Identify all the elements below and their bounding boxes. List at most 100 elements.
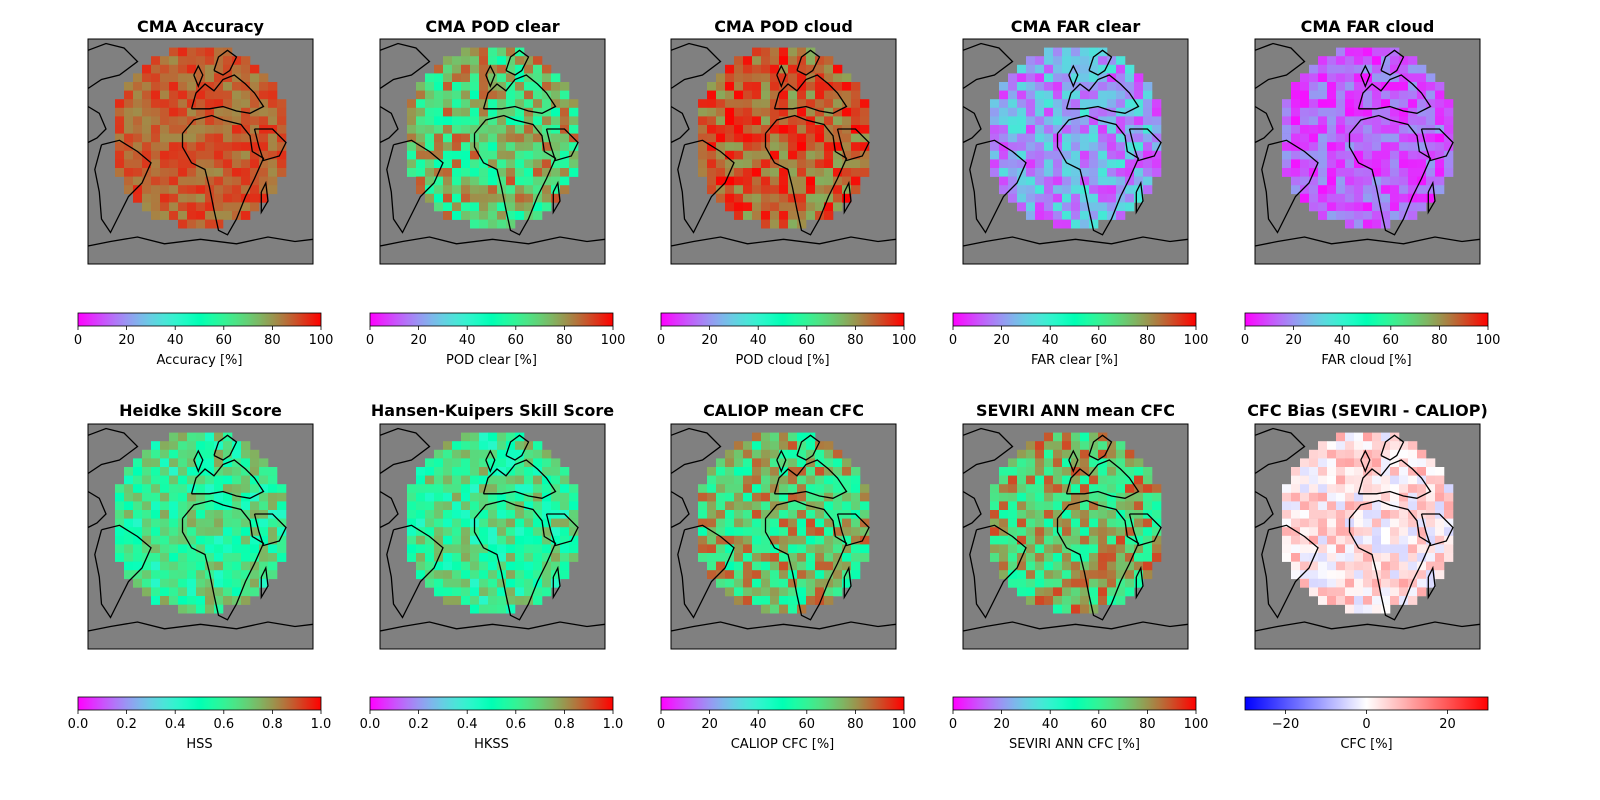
heatmap-cell (1363, 475, 1373, 485)
heatmap-cell (506, 535, 516, 545)
heatmap-cell (232, 578, 242, 588)
heatmap-cell (1116, 211, 1126, 220)
heatmap-cell (1291, 107, 1301, 117)
heatmap-cell (479, 535, 489, 545)
heatmap-cell (160, 99, 170, 109)
heatmap-cell (124, 510, 134, 519)
heatmap-cell (434, 159, 444, 169)
heatmap-cell (1116, 587, 1126, 597)
heatmap-cell (698, 133, 708, 143)
heatmap-cell (259, 458, 269, 468)
heatmap-cell (851, 484, 861, 494)
heatmap-cell (1080, 107, 1090, 117)
heatmap-cell (1408, 150, 1418, 160)
heatmap-cell (223, 467, 233, 476)
heatmap-cell (1309, 107, 1319, 117)
heatmap-cell (999, 99, 1009, 109)
heatmap-cell (142, 570, 152, 580)
heatmap-cell (1309, 82, 1319, 91)
heatmap-cell (214, 73, 224, 83)
heatmap-cell (506, 587, 516, 597)
heatmap-cell (151, 578, 161, 588)
heatmap-cell (752, 82, 762, 91)
heatmap-cell (506, 578, 516, 588)
heatmap-cell (160, 176, 170, 186)
heatmap-cell (770, 193, 780, 203)
heatmap-cell (425, 553, 435, 562)
heatmap-cell (1381, 604, 1391, 614)
heatmap-cell (1408, 202, 1418, 212)
heatmap-cell (1354, 150, 1364, 160)
heatmap-cell (214, 484, 224, 494)
heatmap-cell (1354, 432, 1364, 442)
heatmap-cell (1035, 193, 1045, 203)
heatmap-cell (815, 211, 825, 220)
heatmap-cell (223, 150, 233, 160)
heatmap-cell (815, 570, 825, 580)
heatmap-cell (1125, 168, 1135, 177)
heatmap-cell (569, 544, 579, 554)
coastline (1254, 236, 1481, 247)
heatmap-cell (1089, 133, 1099, 143)
coastline (379, 427, 431, 475)
coastline (505, 49, 530, 76)
heatmap-cell (416, 133, 426, 143)
heatmap-cell (551, 527, 561, 537)
heatmap-cell (1399, 527, 1409, 537)
heatmap-cell (1080, 47, 1090, 57)
heatmap-cell (743, 527, 753, 537)
heatmap-cell (1399, 176, 1409, 186)
tick-label: 20 (701, 717, 718, 732)
map-frame (962, 423, 1189, 650)
heatmap-cell (1390, 133, 1400, 143)
heatmap-cell (169, 441, 179, 451)
heatmap-cell (1354, 596, 1364, 605)
heatmap-cell (1044, 150, 1054, 160)
heatmap-cell (851, 518, 861, 528)
heatmap-cell (407, 159, 417, 169)
heatmap-cell (1354, 73, 1364, 83)
heatmap-cell (187, 467, 197, 476)
heatmap-cell (479, 578, 489, 588)
heatmap-cell (1417, 553, 1427, 562)
heatmap-cell (1318, 202, 1328, 212)
heatmap-cells (1282, 432, 1454, 614)
heatmap-cell (806, 142, 816, 152)
heatmap-cell (223, 133, 233, 143)
heatmap-cell (214, 570, 224, 580)
heatmap-cell (824, 449, 834, 459)
heatmap-cell (1080, 553, 1090, 562)
heatmap-cell (569, 125, 579, 134)
heatmap-cell (1152, 150, 1162, 160)
heatmap-cell (151, 561, 161, 571)
heatmap-cell (743, 90, 753, 100)
heatmap-cell (124, 570, 134, 580)
heatmap-cell (196, 202, 206, 212)
heatmap-cell (133, 125, 143, 134)
heatmap-cell (115, 553, 125, 562)
heatmap-cell (1309, 458, 1319, 468)
heatmap-cell (1318, 518, 1328, 528)
heatmap-cell (1300, 116, 1310, 126)
heatmap-cell (1044, 578, 1054, 588)
heatmap-cell (1089, 570, 1099, 580)
coastline (1427, 180, 1436, 215)
heatmap-cell (1026, 56, 1036, 66)
panel-title: CMA Accuracy (137, 17, 265, 36)
heatmap-cell (1143, 570, 1153, 580)
heatmap-cell (407, 484, 417, 494)
heatmap-cell (542, 142, 552, 152)
heatmap-cell (806, 467, 816, 476)
heatmap-cell (533, 449, 543, 459)
heatmap-cell (1062, 176, 1072, 186)
heatmap-cell (205, 518, 215, 528)
heatmap-cell (124, 492, 134, 502)
heatmap-cell (815, 458, 825, 468)
heatmap-cell (1134, 475, 1144, 485)
heatmap-cell (434, 510, 444, 519)
heatmap-cell (443, 90, 453, 100)
heatmap-cell (797, 116, 807, 126)
heatmap-cell (1354, 492, 1364, 502)
heatmap-cell (1062, 458, 1072, 468)
heatmap-cell (268, 142, 278, 152)
